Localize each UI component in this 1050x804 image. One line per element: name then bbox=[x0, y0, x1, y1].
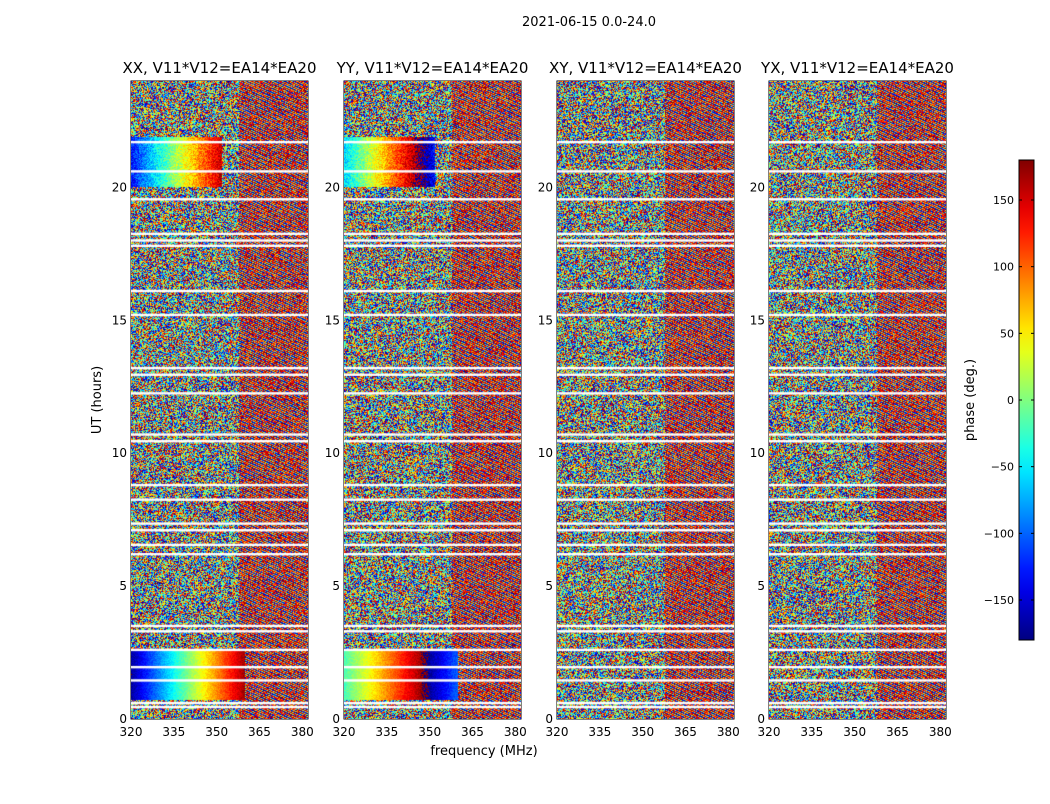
x-tick-label: 350 bbox=[205, 725, 228, 739]
x-tick-label: 365 bbox=[886, 725, 909, 739]
x-tick-label: 350 bbox=[843, 725, 866, 739]
panel-title: YX, V11*V12=EA14*EA20 bbox=[760, 59, 954, 77]
colorbar-tick-label: 50 bbox=[1000, 327, 1014, 340]
x-tick-label: 335 bbox=[800, 725, 823, 739]
colorbar-tick-label: −150 bbox=[984, 594, 1014, 607]
x-tick-label: 380 bbox=[929, 725, 952, 739]
colorbar-tick-label: 100 bbox=[993, 261, 1014, 274]
colorbar-label: phase (deg.) bbox=[963, 359, 978, 441]
x-tick-label: 335 bbox=[375, 725, 398, 739]
y-tick-label: 20 bbox=[325, 180, 340, 194]
heatmap-xy bbox=[557, 81, 734, 719]
panel-yy: YY, V11*V12=EA14*EA20 320 335 350 365 380 0 5 10… bbox=[325, 59, 529, 739]
y-tick-label: 20 bbox=[538, 180, 553, 194]
x-tick-label: 320 bbox=[758, 725, 781, 739]
y-tick-label: 15 bbox=[112, 313, 127, 327]
x-tick-label: 350 bbox=[631, 725, 654, 739]
y-tick-label: 20 bbox=[750, 180, 765, 194]
heatmap-xx bbox=[131, 81, 308, 719]
heatmap-yx bbox=[769, 81, 946, 719]
colorbar-tick-label: −100 bbox=[984, 527, 1014, 540]
panel-title: YY, V11*V12=EA14*EA20 bbox=[336, 59, 529, 77]
heatmap-yy bbox=[344, 81, 521, 719]
x-tick-label: 365 bbox=[674, 725, 697, 739]
y-tick-label: 5 bbox=[545, 579, 553, 593]
panel-title: XY, V11*V12=EA14*EA20 bbox=[549, 59, 742, 77]
y-tick-label: 0 bbox=[545, 712, 553, 726]
y-tick-label: 10 bbox=[750, 446, 765, 460]
colorbar-tick-label: 0 bbox=[1007, 394, 1014, 407]
chart-suptitle: 2021-06-15 0.0-24.0 bbox=[522, 15, 656, 30]
x-tick-label: 335 bbox=[162, 725, 185, 739]
x-axis-label: frequency (MHz) bbox=[430, 744, 537, 759]
x-tick-label: 320 bbox=[333, 725, 356, 739]
x-tick-label: 335 bbox=[588, 725, 611, 739]
x-tick-label: 365 bbox=[461, 725, 484, 739]
y-tick-label: 0 bbox=[757, 712, 765, 726]
y-axis-label: UT (hours) bbox=[90, 366, 105, 434]
panel-title: XX, V11*V12=EA14*EA20 bbox=[122, 59, 316, 77]
colorbar-tick-label: −50 bbox=[991, 461, 1014, 474]
y-tick-label: 0 bbox=[332, 712, 340, 726]
y-tick-label: 15 bbox=[538, 313, 553, 327]
x-tick-label: 380 bbox=[291, 725, 314, 739]
y-tick-label: 10 bbox=[112, 446, 127, 460]
y-tick-label: 15 bbox=[325, 313, 340, 327]
y-tick-label: 10 bbox=[325, 446, 340, 460]
y-tick-label: 20 bbox=[112, 180, 127, 194]
y-tick-label: 5 bbox=[332, 579, 340, 593]
y-tick-label: 10 bbox=[538, 446, 553, 460]
x-tick-label: 320 bbox=[546, 725, 569, 739]
x-tick-label: 350 bbox=[418, 725, 441, 739]
y-tick-label: 0 bbox=[119, 712, 127, 726]
colorbar: 150 100 50 0 −50 −100 −150 bbox=[984, 159, 1035, 641]
y-tick-label: 5 bbox=[757, 579, 765, 593]
x-tick-label: 380 bbox=[717, 725, 740, 739]
y-tick-label: 5 bbox=[119, 579, 127, 593]
colorbar-tick-label: 150 bbox=[993, 194, 1014, 207]
y-tick-label: 15 bbox=[750, 313, 765, 327]
x-tick-label: 365 bbox=[248, 725, 271, 739]
x-tick-label: 320 bbox=[120, 725, 143, 739]
x-tick-label: 380 bbox=[504, 725, 527, 739]
